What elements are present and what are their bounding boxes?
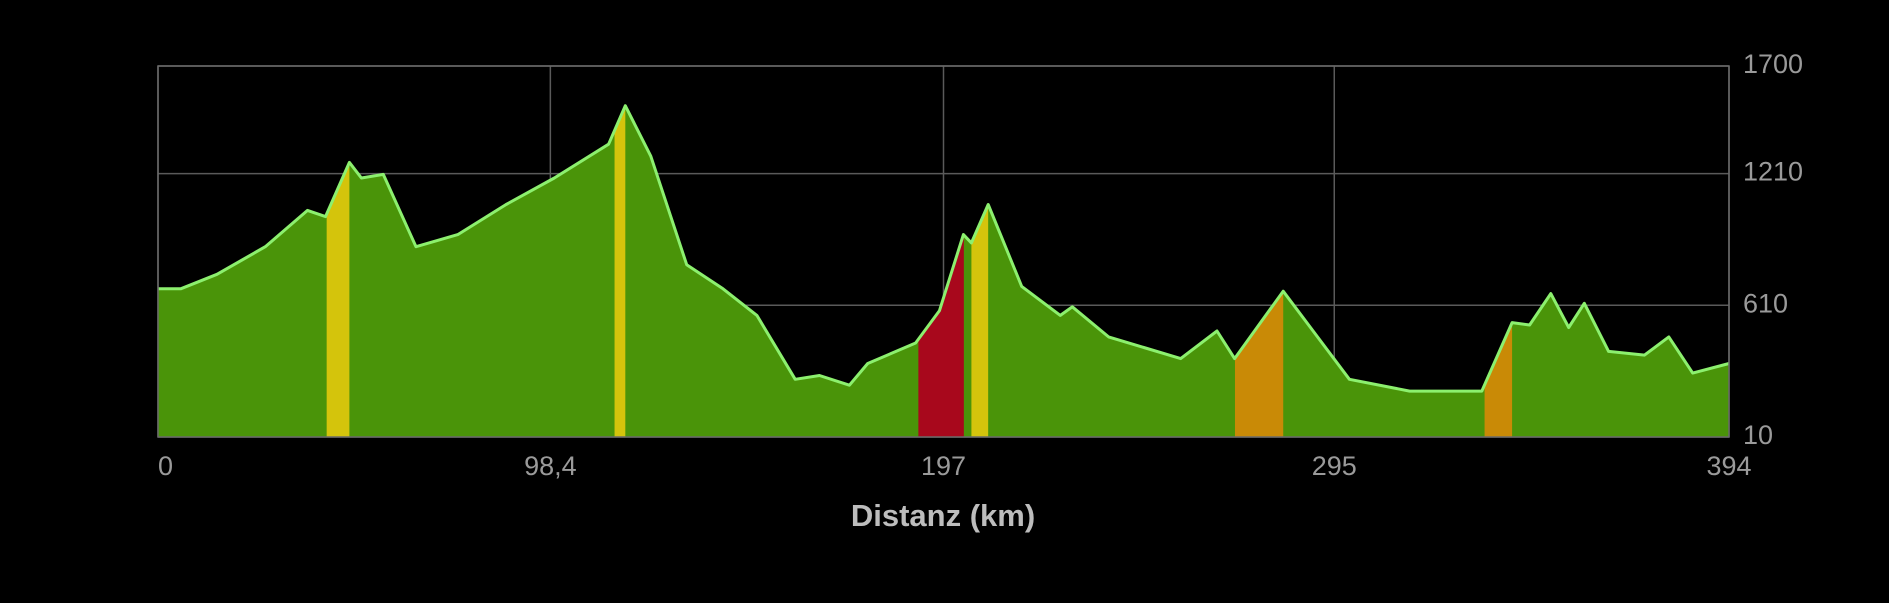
elevation-line bbox=[158, 104, 1730, 393]
x-tick-label: 98,4 bbox=[524, 451, 577, 481]
gradient-segment bbox=[614, 105, 626, 437]
y-tick-label: 610 bbox=[1743, 288, 1788, 318]
x-tick-label: 197 bbox=[921, 451, 966, 481]
x-tick-label: 0 bbox=[158, 451, 173, 481]
plot-border bbox=[157, 65, 1730, 438]
y-tick-label: 10 bbox=[1743, 420, 1773, 450]
elevation-area bbox=[158, 105, 1729, 437]
x-tick-label: 295 bbox=[1312, 451, 1357, 481]
x-axis-label: Distanz (km) bbox=[851, 498, 1035, 533]
x-tick-label: 394 bbox=[1706, 451, 1751, 481]
y-tick-label: 1210 bbox=[1743, 157, 1803, 187]
y-tick-label: 1700 bbox=[1743, 49, 1803, 79]
